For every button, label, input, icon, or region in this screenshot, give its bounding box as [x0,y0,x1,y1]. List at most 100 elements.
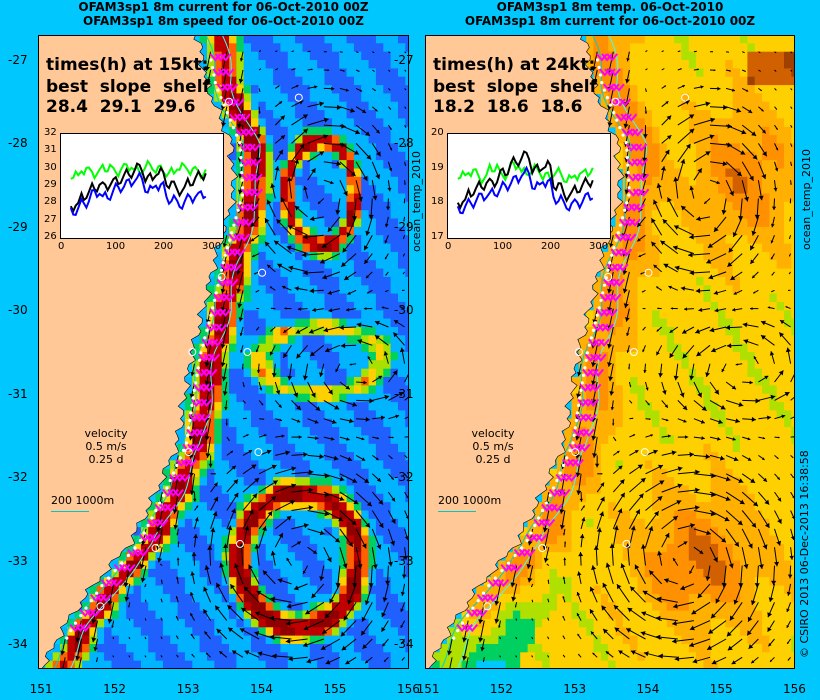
inset-xtick: 200 [541,241,561,252]
inset-series [69,170,207,216]
station-marker [483,602,492,611]
ylab-mid: -33 [394,553,414,568]
left-times-header: times(h) at 15kt: [46,55,209,75]
velocity-label: velocity [84,427,128,440]
inset-ytick: 32 [44,127,57,138]
route-chevrons [69,53,263,633]
left-side-label: ocean_temp_2010 [410,150,423,252]
inset-ytick: 19 [431,161,444,173]
station-marker [538,544,547,552]
ylab-mid: -34 [394,636,414,651]
right-side-label: ocean_temp_2010 [800,148,813,250]
station-marker [188,348,197,356]
station-marker [217,272,226,281]
right-map-panel: times(h) at 24kt: best slope shelf 18.2 … [425,35,795,669]
ylab-mid: -27 [394,53,414,68]
right-title-line2: OFAM3sp1 8m current for 06-Oct-2010 00Z [464,14,756,28]
isobath [456,35,647,669]
inset-ytick: 17 [431,231,444,242]
copyright-label: © CSIRO 2013 06-Dec-2013 16:38:58 [798,450,811,658]
inset-xtick: 300 [202,241,222,252]
inset-xtick: 200 [154,241,174,252]
station-marker [151,544,160,552]
xtick-label: 155 [323,682,347,696]
inset-xtick: 300 [589,241,609,252]
ylab-mid: -30 [394,303,414,318]
velocity-time: 0.25 d [88,453,124,466]
station-marker [611,97,620,106]
xtick-label: 151 [29,682,53,696]
velocity-speed: 0.5 m/s [472,440,514,453]
ylab-left: -34 [8,636,28,651]
station-marker [254,448,263,457]
inset-ytick: 18 [431,196,444,208]
inset-xtick: 0 [445,241,452,252]
ylab-left: -27 [8,53,28,68]
ylab-mid: -28 [394,136,414,151]
xtick-label: 154 [250,682,273,696]
inset-ytick: 30 [44,161,57,173]
inset-xtick: 100 [106,241,126,252]
left-times-cols: best slope shelf [46,77,210,97]
right-times-header: times(h) at 24kt: [433,55,596,75]
station-marker [236,539,244,548]
right-times-vals: 18.2 18.6 18.6 [433,97,583,117]
xtick-label: 153 [176,682,200,696]
speed-field [45,35,409,669]
station-marker [629,348,638,356]
inset-ytick: 27 [44,213,57,225]
inset-ytick: 20 [431,127,444,138]
xtick-label: 154 [636,682,660,696]
ylab-mid: -29 [394,219,414,234]
inset-xtick: 100 [493,241,513,252]
station-marker [571,448,580,457]
left-velocity-legend: velocity 0.5 m/s 0.25 d [76,427,136,466]
left-speed-map [38,35,409,669]
left-map-panel: times(h) at 15kt: best slope shelf 28.4 … [38,35,409,669]
station-marker [294,93,303,102]
velocity-time: 0.25 d [475,453,511,466]
ylab-mid: -32 [394,470,414,485]
station-marker [574,348,583,356]
station-marker [184,448,193,457]
right-velocity-legend: velocity 0.5 m/s 0.25 d [463,427,523,466]
station-marker [681,93,690,102]
inset-ytick: 28 [44,196,57,208]
xtick-label: 152 [103,682,127,696]
inset-ytick: 26 [44,231,57,242]
inset-series [69,162,207,214]
left-title-line1: OFAM3sp1 8m current for 06-Oct-2010 00Z [78,0,369,14]
right-depth-scale: 200 1000m [438,494,502,507]
left-inset-plot [60,133,224,239]
inset-series [456,165,594,215]
map-frame [425,35,795,669]
velocity-label: velocity [471,427,515,440]
xtick-label: 156 [397,682,420,696]
station-marker [258,268,267,277]
map-frame [38,35,409,669]
station-marker [243,348,252,356]
station-marker [96,602,105,611]
left-title-line2: OFAM3sp1 8m speed for 06-Oct-2010 00Z [83,14,364,28]
left-depth-scale-line [51,511,89,512]
right-times-cols: best slope shelf [433,77,597,97]
station-marker [604,272,613,281]
xtick-label: 153 [563,682,587,696]
inset-series [456,150,594,211]
station-marker [640,448,649,457]
station-marker [225,97,233,106]
isobath [69,35,261,669]
station-marker [644,268,653,277]
ylab-left: -30 [8,303,28,318]
inset-series [457,161,594,186]
right-title-line1: OFAM3sp1 8m temp. 06-Oct-2010 [496,0,724,14]
ylab-left: -31 [8,386,28,401]
temp-field [432,35,795,669]
right-temp-map [425,35,795,669]
velocity-speed: 0.5 m/s [85,440,127,453]
ylab-left: -32 [8,470,28,485]
inset-series [70,158,207,181]
left-depth-scale: 200 1000m [51,494,115,507]
ylab-mid: -31 [394,386,414,401]
xtick-label: 156 [783,682,806,696]
